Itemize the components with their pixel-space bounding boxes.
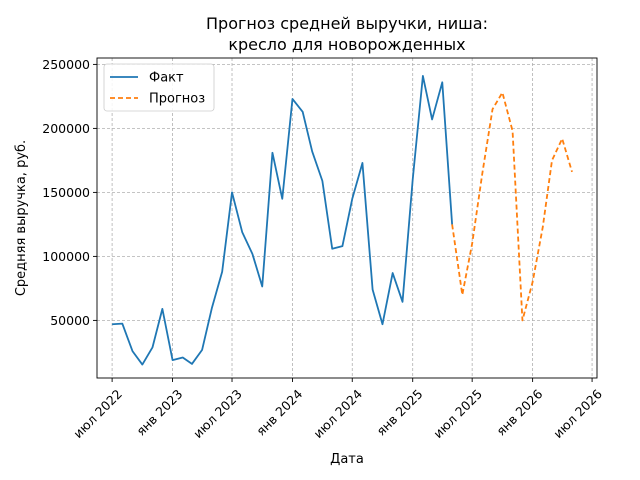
chart-title-line1: Прогноз средней выручки, ниша:: [206, 14, 488, 33]
y-tick-label: 100000: [42, 249, 90, 264]
y-tick-label: 50000: [50, 313, 90, 328]
y-tick-label: 250000: [42, 57, 90, 72]
legend-label-forecast: Прогноз: [149, 92, 205, 107]
plot-area-frame: [96, 57, 598, 379]
legend: Факт Прогноз: [103, 63, 215, 112]
chart-title-line2: кресло для новорожденных: [228, 35, 465, 54]
series-layer: [112, 75, 573, 366]
y-tick-label: 200000: [42, 121, 90, 136]
x-axis-label: Дата: [330, 452, 364, 467]
series-line-fact: [112, 75, 454, 366]
y-tick-label: 150000: [42, 185, 90, 200]
y-axis-label: Средняя выручка, руб.: [14, 140, 29, 296]
legend-label-fact: Факт: [149, 71, 184, 86]
grid-layer: [97, 58, 597, 378]
legend-box: [103, 63, 215, 112]
series-line-forecast: [451, 91, 573, 322]
